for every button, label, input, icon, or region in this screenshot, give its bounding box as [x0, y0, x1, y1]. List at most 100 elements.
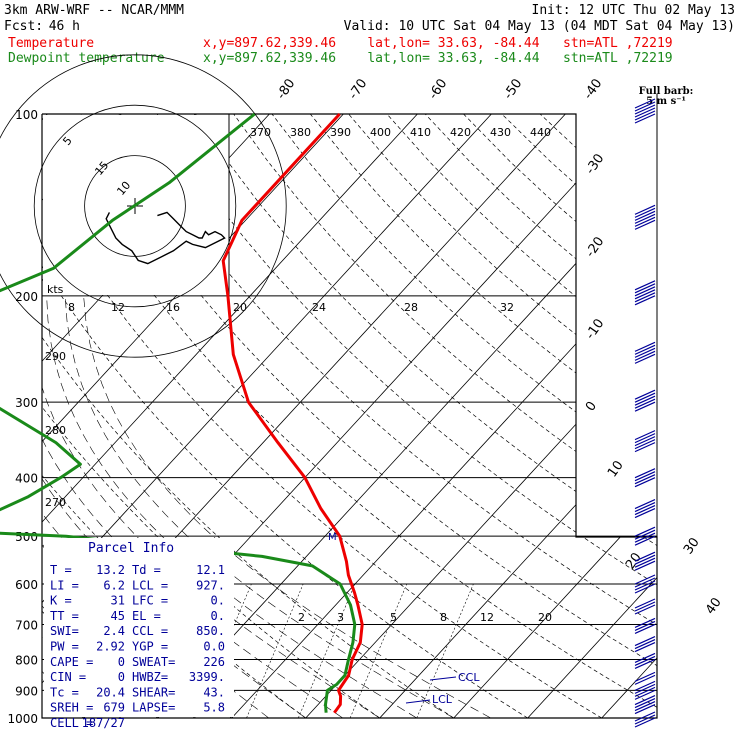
dry-adiabat	[463, 114, 657, 718]
parcel-info-cell: 850.	[196, 624, 225, 638]
parcel-info-cell: HWBZ=	[132, 670, 168, 684]
temperature-profile	[221, 112, 364, 714]
theta-e-left-label: 290	[45, 350, 66, 363]
pressure-tick-label: 200	[15, 290, 38, 304]
isotherm-label: 30	[681, 535, 703, 557]
dry-adiabat	[348, 114, 657, 718]
pressure-tick-label: 1000	[7, 712, 38, 726]
parcel-info-cell: SHEAR=	[132, 685, 175, 699]
theta-label: 440	[530, 126, 551, 139]
dewpoint-profile	[0, 112, 357, 713]
parcel-info-cell: 0	[118, 655, 125, 669]
parcel-info-cell: 0.	[211, 609, 225, 623]
theta-label: 410	[410, 126, 431, 139]
mixing-ratio-label: 12	[480, 611, 494, 624]
wind-barb	[634, 498, 656, 519]
parcel-info-cell: CCL =	[132, 624, 168, 638]
barb-legend-units: 5 m s⁻¹	[646, 96, 686, 107]
parcel-info-cell: LAPSE=	[132, 701, 175, 715]
dry-adiabat	[195, 114, 657, 718]
theta-label: 420	[450, 126, 471, 139]
isotherm-label: -60	[426, 76, 450, 102]
wind-barb	[634, 430, 656, 453]
theta-e-label: 20	[233, 301, 247, 314]
parcel-info-cell: 226	[203, 655, 225, 669]
isotherm	[157, 114, 657, 718]
mixing-ratio-label: 3	[337, 611, 344, 624]
parcel-info-cell: 31	[111, 594, 125, 608]
dry-adiabat	[42, 114, 657, 718]
dewpoint-location: x,y=897.62,339.46 lat,lon= 33.63, -84.44…	[203, 51, 673, 66]
temperature-legend: Temperature	[8, 36, 94, 51]
pressure-tick-label: 300	[15, 396, 38, 410]
parcel-info-cell: LCL =	[132, 578, 168, 592]
parcel-info-cell: CAPE =	[50, 655, 93, 669]
wind-barb	[634, 694, 656, 715]
theta-label: 380	[290, 126, 311, 139]
isotherm-label: -40	[581, 76, 605, 102]
isotherm-label: 0	[583, 399, 600, 414]
theta-e-label: 16	[166, 301, 180, 314]
parcel-info-cell: CIN =	[50, 670, 86, 684]
dry-adiabat	[0, 114, 10, 718]
parcel-info-cell: PW =	[50, 640, 79, 654]
dry-adiabat	[80, 114, 657, 718]
wind-barb	[634, 98, 656, 124]
dry-adiabat	[578, 114, 657, 718]
wind-barb	[634, 341, 656, 364]
moist-adiabat	[64, 295, 454, 718]
theta-e-label: 28	[404, 301, 418, 314]
parcel-info-cell: K =	[50, 594, 72, 608]
theta-e-label: 24	[312, 301, 326, 314]
parcel-info-cell: EL =	[132, 609, 161, 623]
parcel-info-cell: Tc =	[50, 685, 79, 699]
theta-label: 430	[490, 126, 511, 139]
hodograph-ring	[0, 54, 287, 358]
parcel-info-box: Parcel Info T = 13.2 Td = 12.1 LI = 6.2 LCL = 92…	[44, 538, 234, 730]
isotherm	[231, 114, 657, 718]
parcel-info-title: Parcel Info	[88, 541, 174, 556]
theta-label: 370	[250, 126, 271, 139]
isotherm-label: -70	[346, 76, 370, 102]
wind-barb	[634, 574, 656, 594]
dry-adiabat	[539, 114, 657, 718]
wind-barb	[634, 635, 656, 653]
pressure-tick-label: 400	[15, 472, 38, 486]
isotherm-label: -80	[274, 76, 298, 102]
mixing-ratio-label: 2	[298, 611, 305, 624]
isotherm-label: 10	[605, 458, 627, 480]
ccl-marker: CCL	[458, 671, 480, 684]
parcel-info-cell: 927.	[196, 578, 225, 592]
init-time: Init: 12 UTC Thu 02 May 13	[532, 3, 736, 18]
mixing-ratio-label: 20	[538, 611, 552, 624]
dry-adiabat	[233, 114, 657, 718]
theta-e-label: 32	[500, 301, 514, 314]
wind-barb	[634, 526, 656, 546]
wind-barb	[634, 389, 656, 412]
mixing-ratio-line	[298, 583, 356, 718]
parcel-info-cell: 3399.	[189, 670, 225, 684]
parcel-info-cell: 13.2	[96, 563, 125, 577]
isotherm-label: 40	[703, 595, 725, 617]
isotherm-label: -30	[583, 151, 607, 177]
parcel-info-cell: Td =	[132, 563, 161, 577]
wind-barb	[634, 551, 656, 571]
wind-barb	[634, 671, 656, 685]
pressure-tick-label: 100	[15, 108, 38, 122]
temperature-location: x,y=897.62,339.46 lat,lon= 33.63, -84.44…	[203, 36, 673, 51]
dry-adiabat	[386, 114, 657, 718]
wind-barb	[634, 680, 656, 700]
dry-adiabat	[118, 114, 657, 718]
isotherm	[379, 114, 657, 718]
isotherm	[42, 114, 418, 718]
parcel-info-cell: LI =	[50, 578, 79, 592]
wind-barb	[634, 617, 656, 634]
theta-label: 400	[370, 126, 391, 139]
barb-legend-title: Full barb:	[639, 86, 694, 97]
wind-barb	[634, 711, 656, 728]
parcel-info-cell: 2.92	[96, 640, 125, 654]
wind-barb	[634, 652, 656, 670]
dewpoint-legend: Dewpoint temperature	[8, 51, 165, 66]
valid-time: Valid: 10 UTC Sat 04 May 13 (04 MDT Sat …	[344, 19, 735, 34]
